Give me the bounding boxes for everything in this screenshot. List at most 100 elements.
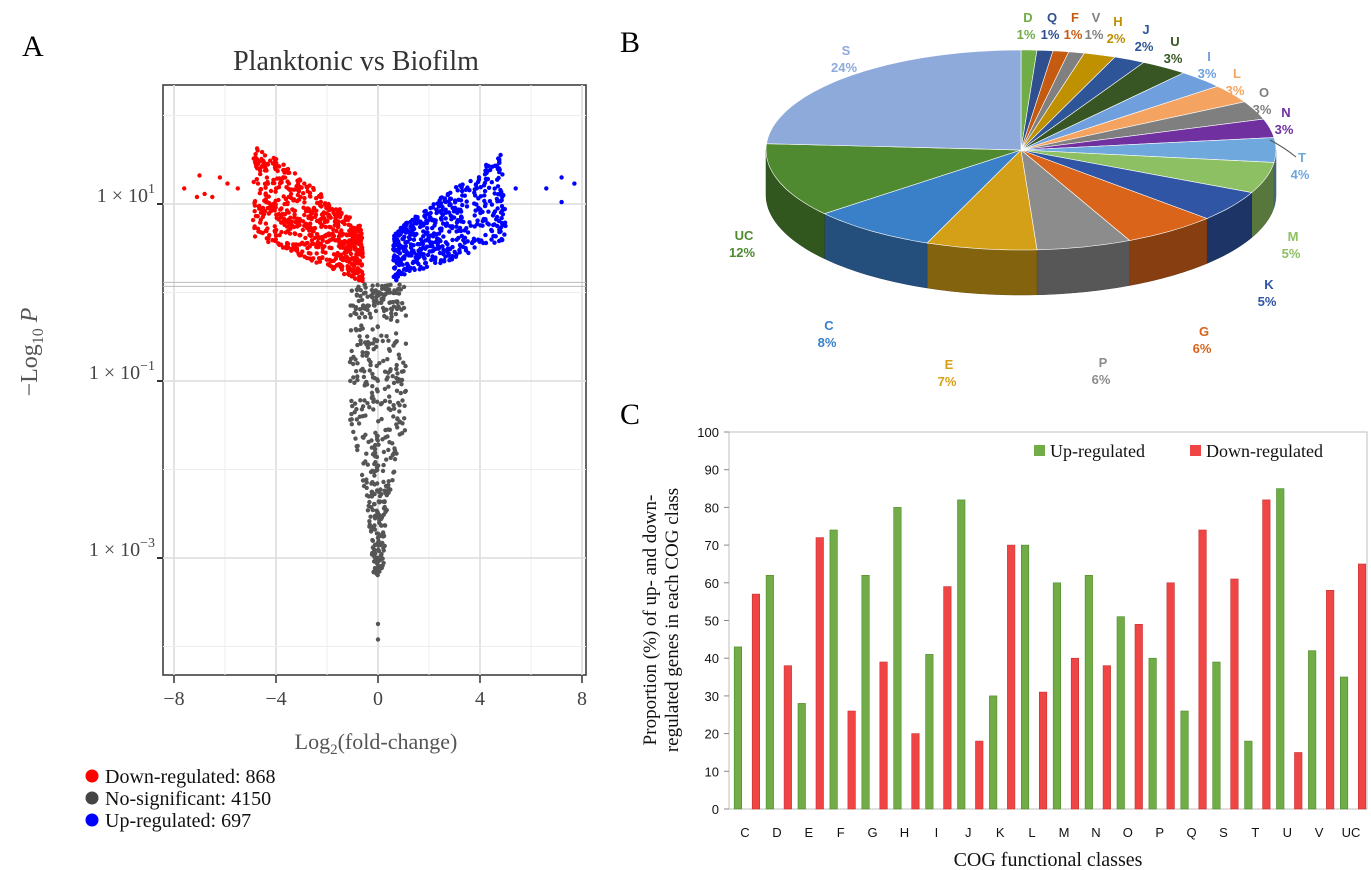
volcano-point — [559, 199, 564, 205]
volcano-point — [449, 257, 454, 262]
volcano-point — [253, 213, 259, 219]
volcano-point — [356, 421, 362, 426]
volcano-point — [490, 164, 495, 169]
volcano-point — [383, 287, 388, 292]
volcano-point — [260, 162, 266, 168]
volcano-point — [373, 468, 378, 474]
volcano-point — [495, 206, 500, 211]
volcano-point — [323, 224, 328, 230]
volcano-point — [375, 637, 381, 642]
volcano-point — [317, 203, 323, 208]
volcano-point — [494, 163, 499, 168]
volcano-point — [497, 167, 502, 172]
volcano-point — [427, 214, 433, 220]
volcano-point — [379, 416, 384, 422]
volcano-point — [393, 299, 399, 304]
bar-up-UC — [1340, 676, 1349, 810]
volcano-point — [425, 226, 430, 231]
volcano-point — [357, 315, 362, 320]
volcano-point — [398, 390, 403, 396]
volcano-point — [412, 267, 417, 272]
volcano-point — [401, 360, 406, 365]
volcano-point — [374, 508, 379, 513]
volcano-point — [366, 303, 371, 308]
volcano-point — [292, 171, 298, 176]
volcano-point — [359, 263, 364, 268]
volcano-point — [311, 205, 317, 211]
volcano-point — [254, 177, 259, 182]
pie-pct-C: 8% — [818, 335, 837, 350]
volcano-point — [447, 246, 452, 251]
volcano-point — [482, 180, 488, 186]
volcano-point — [381, 462, 386, 468]
volcano-point — [372, 473, 377, 478]
volcano-point — [285, 166, 291, 172]
volcano-point — [400, 398, 405, 403]
pie-label-P: P — [1099, 355, 1108, 370]
bar-up-K — [989, 695, 998, 810]
volcano-point — [291, 198, 296, 203]
volcano-point — [500, 172, 505, 177]
volcano-point — [492, 209, 498, 214]
volcano-point — [439, 195, 445, 200]
bar-up-F — [829, 529, 838, 810]
volcano-point — [427, 249, 432, 254]
volcano-point — [256, 229, 261, 234]
volcano-point — [372, 513, 378, 519]
volcano-point — [456, 197, 461, 202]
volcano-point — [381, 479, 386, 485]
bar-y-tick-label: 10 — [705, 764, 719, 779]
volcano-point — [394, 277, 399, 283]
volcano-point — [326, 201, 331, 207]
volcano-points — [182, 146, 577, 642]
bar-y-tick-label: 90 — [705, 463, 719, 478]
volcano-point — [377, 513, 382, 518]
bar-y-tick-label: 20 — [705, 727, 719, 742]
bar-plot-area — [728, 431, 1368, 810]
volcano-point — [492, 186, 497, 191]
volcano-point — [395, 319, 400, 324]
volcano-point — [396, 270, 401, 276]
volcano-point — [377, 500, 382, 505]
volcano-point — [348, 378, 353, 384]
bar-down-N — [1102, 665, 1111, 810]
pie-slice-G — [1020, 149, 1208, 241]
volcano-point — [341, 239, 346, 245]
volcano-point — [393, 311, 398, 317]
volcano-point — [394, 375, 399, 381]
volcano-point — [302, 195, 307, 201]
volcano-point — [443, 216, 448, 221]
volcano-point — [354, 407, 359, 412]
bar-down-Q — [1198, 529, 1207, 810]
pie-slice-E — [926, 149, 1038, 251]
volcano-point — [463, 245, 468, 251]
volcano-point — [424, 264, 430, 269]
bar-up-C — [733, 646, 743, 810]
volcano-point — [502, 220, 508, 225]
volcano-point — [292, 212, 297, 217]
volcano-y-ticks: 1 × 101 1 × 10−1 1 × 10−3 — [89, 182, 163, 561]
volcano-point — [378, 533, 383, 539]
pie-label-H: H — [1113, 14, 1122, 29]
volcano-point — [336, 237, 341, 242]
volcano-point — [430, 218, 435, 223]
volcano-point — [381, 358, 386, 364]
volcano-point — [397, 356, 402, 361]
volcano-point — [355, 266, 360, 271]
volcano-point — [273, 186, 279, 191]
bar-up-D — [765, 574, 774, 810]
volcano-point — [386, 447, 391, 453]
volcano-point — [276, 241, 281, 246]
volcano-point — [481, 217, 487, 223]
volcano-point — [485, 221, 490, 226]
volcano-point — [263, 166, 268, 171]
bar-up-T — [1244, 740, 1253, 810]
volcano-point — [314, 232, 320, 237]
volcano-point — [460, 193, 465, 198]
pie-label-J: J — [1142, 22, 1149, 37]
volcano-point — [457, 250, 462, 255]
volcano-point — [348, 232, 353, 237]
volcano-point — [435, 243, 441, 248]
volcano-point — [386, 347, 392, 352]
